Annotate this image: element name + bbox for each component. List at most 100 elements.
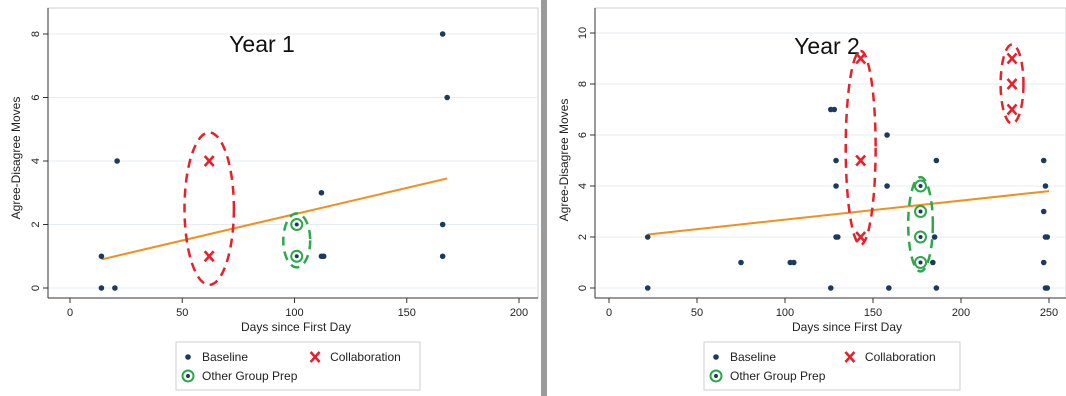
y-tick-label: 0 [30, 285, 42, 291]
collaboration-point [1006, 103, 1018, 116]
other-group-prep-point [290, 218, 304, 231]
baseline-point [738, 259, 744, 266]
other-group-prep-ring [914, 205, 928, 218]
baseline-point [644, 285, 651, 291]
y-tick-label: 6 [30, 94, 42, 100]
other-group-prep-highlight-ellipse [282, 212, 312, 269]
other-group-prep-dot [918, 260, 923, 265]
other-group-prep-point [914, 205, 928, 218]
year-2-chart-panel: 0 2 4 6 8 10 0 50 100 150 200 250 Days since First D… [547, 0, 1066, 396]
x-tick-label: 50 [176, 307, 188, 319]
other-group-prep-ring [914, 179, 928, 193]
baseline-point [1042, 183, 1049, 189]
baseline-point [439, 221, 446, 228]
other-group-prep-highlight-ellipse [906, 175, 935, 273]
collaboration-series [855, 52, 1018, 243]
other-group-prep-point [709, 369, 723, 383]
other-group-prep-dot [294, 222, 299, 227]
y-tick-label: 10 [577, 27, 589, 39]
other-group-prep-dot [918, 184, 923, 188]
other-group-prep-dot [186, 374, 190, 378]
chart-title: Year 1 [229, 31, 295, 57]
x-tick-label: 100 [285, 307, 303, 319]
y-tick-label: 6 [577, 132, 589, 138]
x-axis-label: Days since First Day [241, 320, 351, 334]
baseline-point [98, 253, 105, 260]
y-tick-label: 8 [577, 81, 589, 87]
other-group-prep-point [914, 230, 928, 244]
other-group-prep-ring [914, 256, 928, 269]
baseline-series [98, 31, 450, 291]
baseline-point [831, 106, 838, 113]
legend-box [703, 341, 961, 391]
y-tick-label: 4 [577, 183, 589, 189]
x-axis-label: Days since First Day [792, 320, 902, 334]
panel-divider [541, 0, 547, 396]
collaboration-highlight-ellipse [183, 131, 236, 287]
other-group-prep-ring [290, 249, 304, 263]
collaboration-point [1006, 78, 1018, 90]
other-group-prep-dot [918, 209, 923, 214]
baseline-point [185, 354, 191, 360]
x-tick-label: 250 [1040, 307, 1058, 319]
other-group-prep-point [181, 369, 195, 383]
baseline-point [644, 234, 651, 240]
baseline-point [439, 253, 446, 260]
other-group-prep-dot [714, 374, 718, 378]
baseline-point [98, 285, 105, 291]
baseline-point [318, 189, 325, 196]
other-group-prep-dot [918, 235, 923, 239]
baseline-point [833, 157, 839, 164]
collaboration-highlight-ellipse [999, 43, 1025, 125]
x-tick-label: 150 [864, 307, 882, 319]
legend-collaboration-label: Collaboration [330, 350, 401, 364]
baseline-point [439, 31, 446, 37]
baseline-point [1044, 285, 1051, 291]
y-tick-label: 2 [30, 221, 42, 227]
collaboration-point [1006, 52, 1018, 65]
x-tick-label: 150 [398, 307, 416, 319]
baseline-point [713, 354, 719, 360]
x-tick-label: 200 [952, 307, 970, 319]
plot-area [47, 7, 539, 299]
other-group-prep-ring [181, 369, 195, 383]
baseline-point [827, 285, 834, 291]
y-axis-label: Agree-Disagree Moves [557, 99, 571, 222]
other-group-prep-ring [914, 230, 928, 244]
baseline-point [112, 285, 118, 291]
other-group-prep-point [914, 179, 928, 193]
collaboration-point [855, 52, 867, 65]
baseline-point [884, 132, 890, 138]
baseline-point [114, 158, 120, 164]
baseline-point [1040, 157, 1047, 164]
baseline-series [644, 106, 1051, 291]
other-group-prep-dot [294, 254, 299, 259]
x-tick-label: 200 [510, 307, 528, 319]
baseline-point [835, 234, 841, 240]
baseline-point [933, 157, 940, 164]
y-tick-label: 4 [30, 158, 42, 164]
y-tick-label: 0 [577, 285, 589, 291]
baseline-point [320, 253, 327, 260]
x-tick-label: 0 [606, 307, 612, 319]
legend: Baseline Collaboration Other Group Prep [703, 341, 961, 391]
x-tick-label: 0 [67, 307, 73, 319]
baseline-point [1040, 259, 1047, 266]
year-1-scatter-chart: 0 2 4 6 8 0 50 100 150 200 Days since First Day Agr… [9, 7, 539, 391]
x-tick-label: 100 [776, 307, 794, 319]
legend: Baseline Collaboration Other Group Prep [175, 341, 421, 391]
collaboration-point [855, 231, 867, 243]
baseline-point [886, 285, 892, 291]
other-group-prep-series [290, 218, 304, 263]
collaboration-point [855, 154, 867, 167]
legend-baseline-label: Baseline [202, 350, 248, 364]
other-group-prep-ring [709, 369, 723, 383]
baseline-point [930, 259, 936, 266]
collaboration-point [203, 155, 215, 167]
other-group-prep-point [914, 256, 928, 269]
legend-other-group-prep-label: Other Group Prep [202, 369, 298, 383]
legend-other-group-prep-label: Other Group Prep [730, 369, 826, 383]
collaboration-point [844, 351, 856, 363]
legend-box [175, 341, 421, 391]
